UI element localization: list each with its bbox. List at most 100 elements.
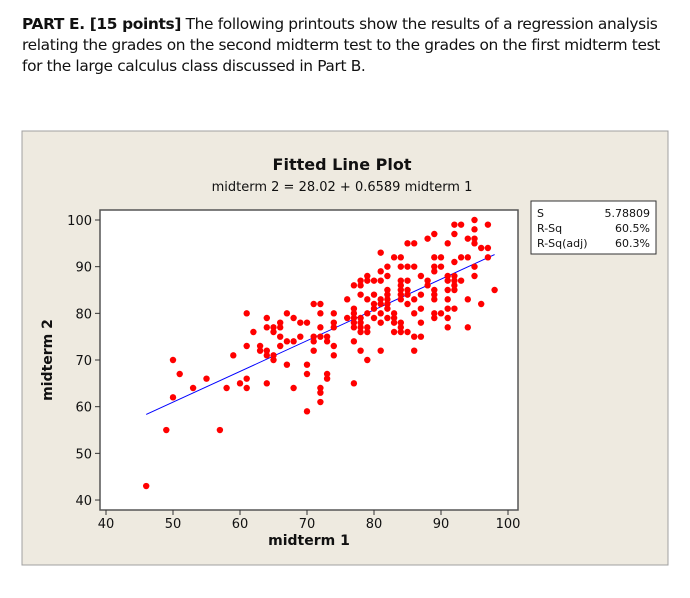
data-point [384, 291, 391, 298]
data-point [310, 300, 317, 308]
data-point [310, 338, 317, 345]
data-point [330, 310, 337, 317]
data-point [350, 319, 358, 326]
data-point [471, 272, 478, 280]
chart-title: Fitted Line Plot [273, 155, 412, 174]
data-point [397, 291, 404, 298]
data-point [491, 286, 498, 294]
data-point [317, 324, 324, 331]
x-tick-label: 90 [433, 517, 450, 532]
y-tick-label: 100 [67, 214, 92, 229]
data-point [169, 394, 177, 401]
data-point [444, 305, 451, 312]
data-point [390, 319, 398, 326]
data-point [317, 389, 324, 396]
data-point [444, 324, 451, 331]
data-point [277, 333, 284, 340]
data-point [370, 314, 378, 322]
plot-area [99, 209, 519, 511]
data-point [417, 272, 425, 280]
data-point [390, 328, 398, 336]
data-point [384, 263, 391, 270]
data-point [471, 216, 478, 224]
data-point [431, 296, 438, 303]
data-point [330, 342, 337, 350]
stat-value: 60.5% [615, 222, 650, 235]
y-tick-label: 70 [75, 354, 92, 369]
data-point [384, 296, 391, 303]
data-point [390, 254, 398, 261]
data-point [263, 380, 270, 387]
data-point [350, 338, 358, 345]
data-point [283, 361, 291, 368]
data-point [350, 314, 358, 322]
data-point [417, 291, 425, 298]
stats-box [530, 200, 657, 255]
x-tick-label: 40 [98, 517, 115, 532]
data-point [377, 268, 384, 275]
data-point [404, 263, 411, 270]
data-point [290, 314, 297, 322]
x-tick-label: 70 [299, 517, 316, 532]
data-point [397, 324, 404, 331]
data-point [256, 342, 264, 350]
data-point [283, 338, 291, 345]
y-axis-label: midterm 2 [40, 319, 56, 401]
data-point [350, 282, 358, 289]
data-point [451, 230, 458, 238]
data-point [451, 286, 458, 294]
data-point [444, 272, 451, 280]
data-point [411, 296, 418, 303]
data-point [478, 300, 485, 308]
data-point [471, 235, 478, 242]
data-point [350, 310, 358, 317]
data-point [411, 310, 418, 317]
data-point [357, 282, 364, 289]
stat-label: R-Sq(adj) [537, 237, 588, 250]
data-point [377, 300, 384, 308]
data-point [270, 356, 277, 364]
data-point [424, 277, 431, 284]
data-point [431, 268, 438, 275]
data-point [277, 319, 284, 326]
data-point [277, 342, 284, 350]
data-point [230, 352, 237, 359]
data-point [317, 398, 324, 406]
y-tick-label: 40 [75, 494, 92, 509]
data-point [404, 240, 411, 247]
data-point [464, 324, 471, 331]
data-point [364, 277, 371, 284]
stat-label: R-Sq [537, 222, 562, 235]
data-point [143, 482, 150, 490]
data-point [189, 384, 197, 392]
data-point [451, 221, 458, 228]
data-point [323, 333, 331, 340]
data-point [290, 338, 297, 345]
data-point [263, 347, 270, 354]
x-axis-label: midterm 1 [268, 533, 350, 549]
data-point [404, 328, 411, 336]
data-point [263, 324, 270, 331]
data-point [370, 291, 378, 298]
data-point [431, 230, 438, 238]
data-point [357, 277, 364, 284]
data-point [431, 263, 438, 270]
data-point [397, 282, 404, 289]
data-point [397, 328, 404, 336]
data-point [364, 272, 371, 280]
data-point [417, 305, 425, 312]
data-point [223, 384, 230, 392]
data-point [263, 352, 270, 359]
data-point [317, 384, 324, 392]
data-point [297, 319, 304, 326]
data-point [357, 347, 364, 354]
y-tick-label: 50 [75, 447, 92, 462]
data-point [330, 352, 337, 359]
data-point [344, 314, 351, 322]
x-tick-label: 50 [165, 517, 182, 532]
data-point [364, 296, 371, 303]
data-point [216, 426, 224, 434]
data-point [471, 240, 478, 247]
data-point [310, 347, 317, 354]
